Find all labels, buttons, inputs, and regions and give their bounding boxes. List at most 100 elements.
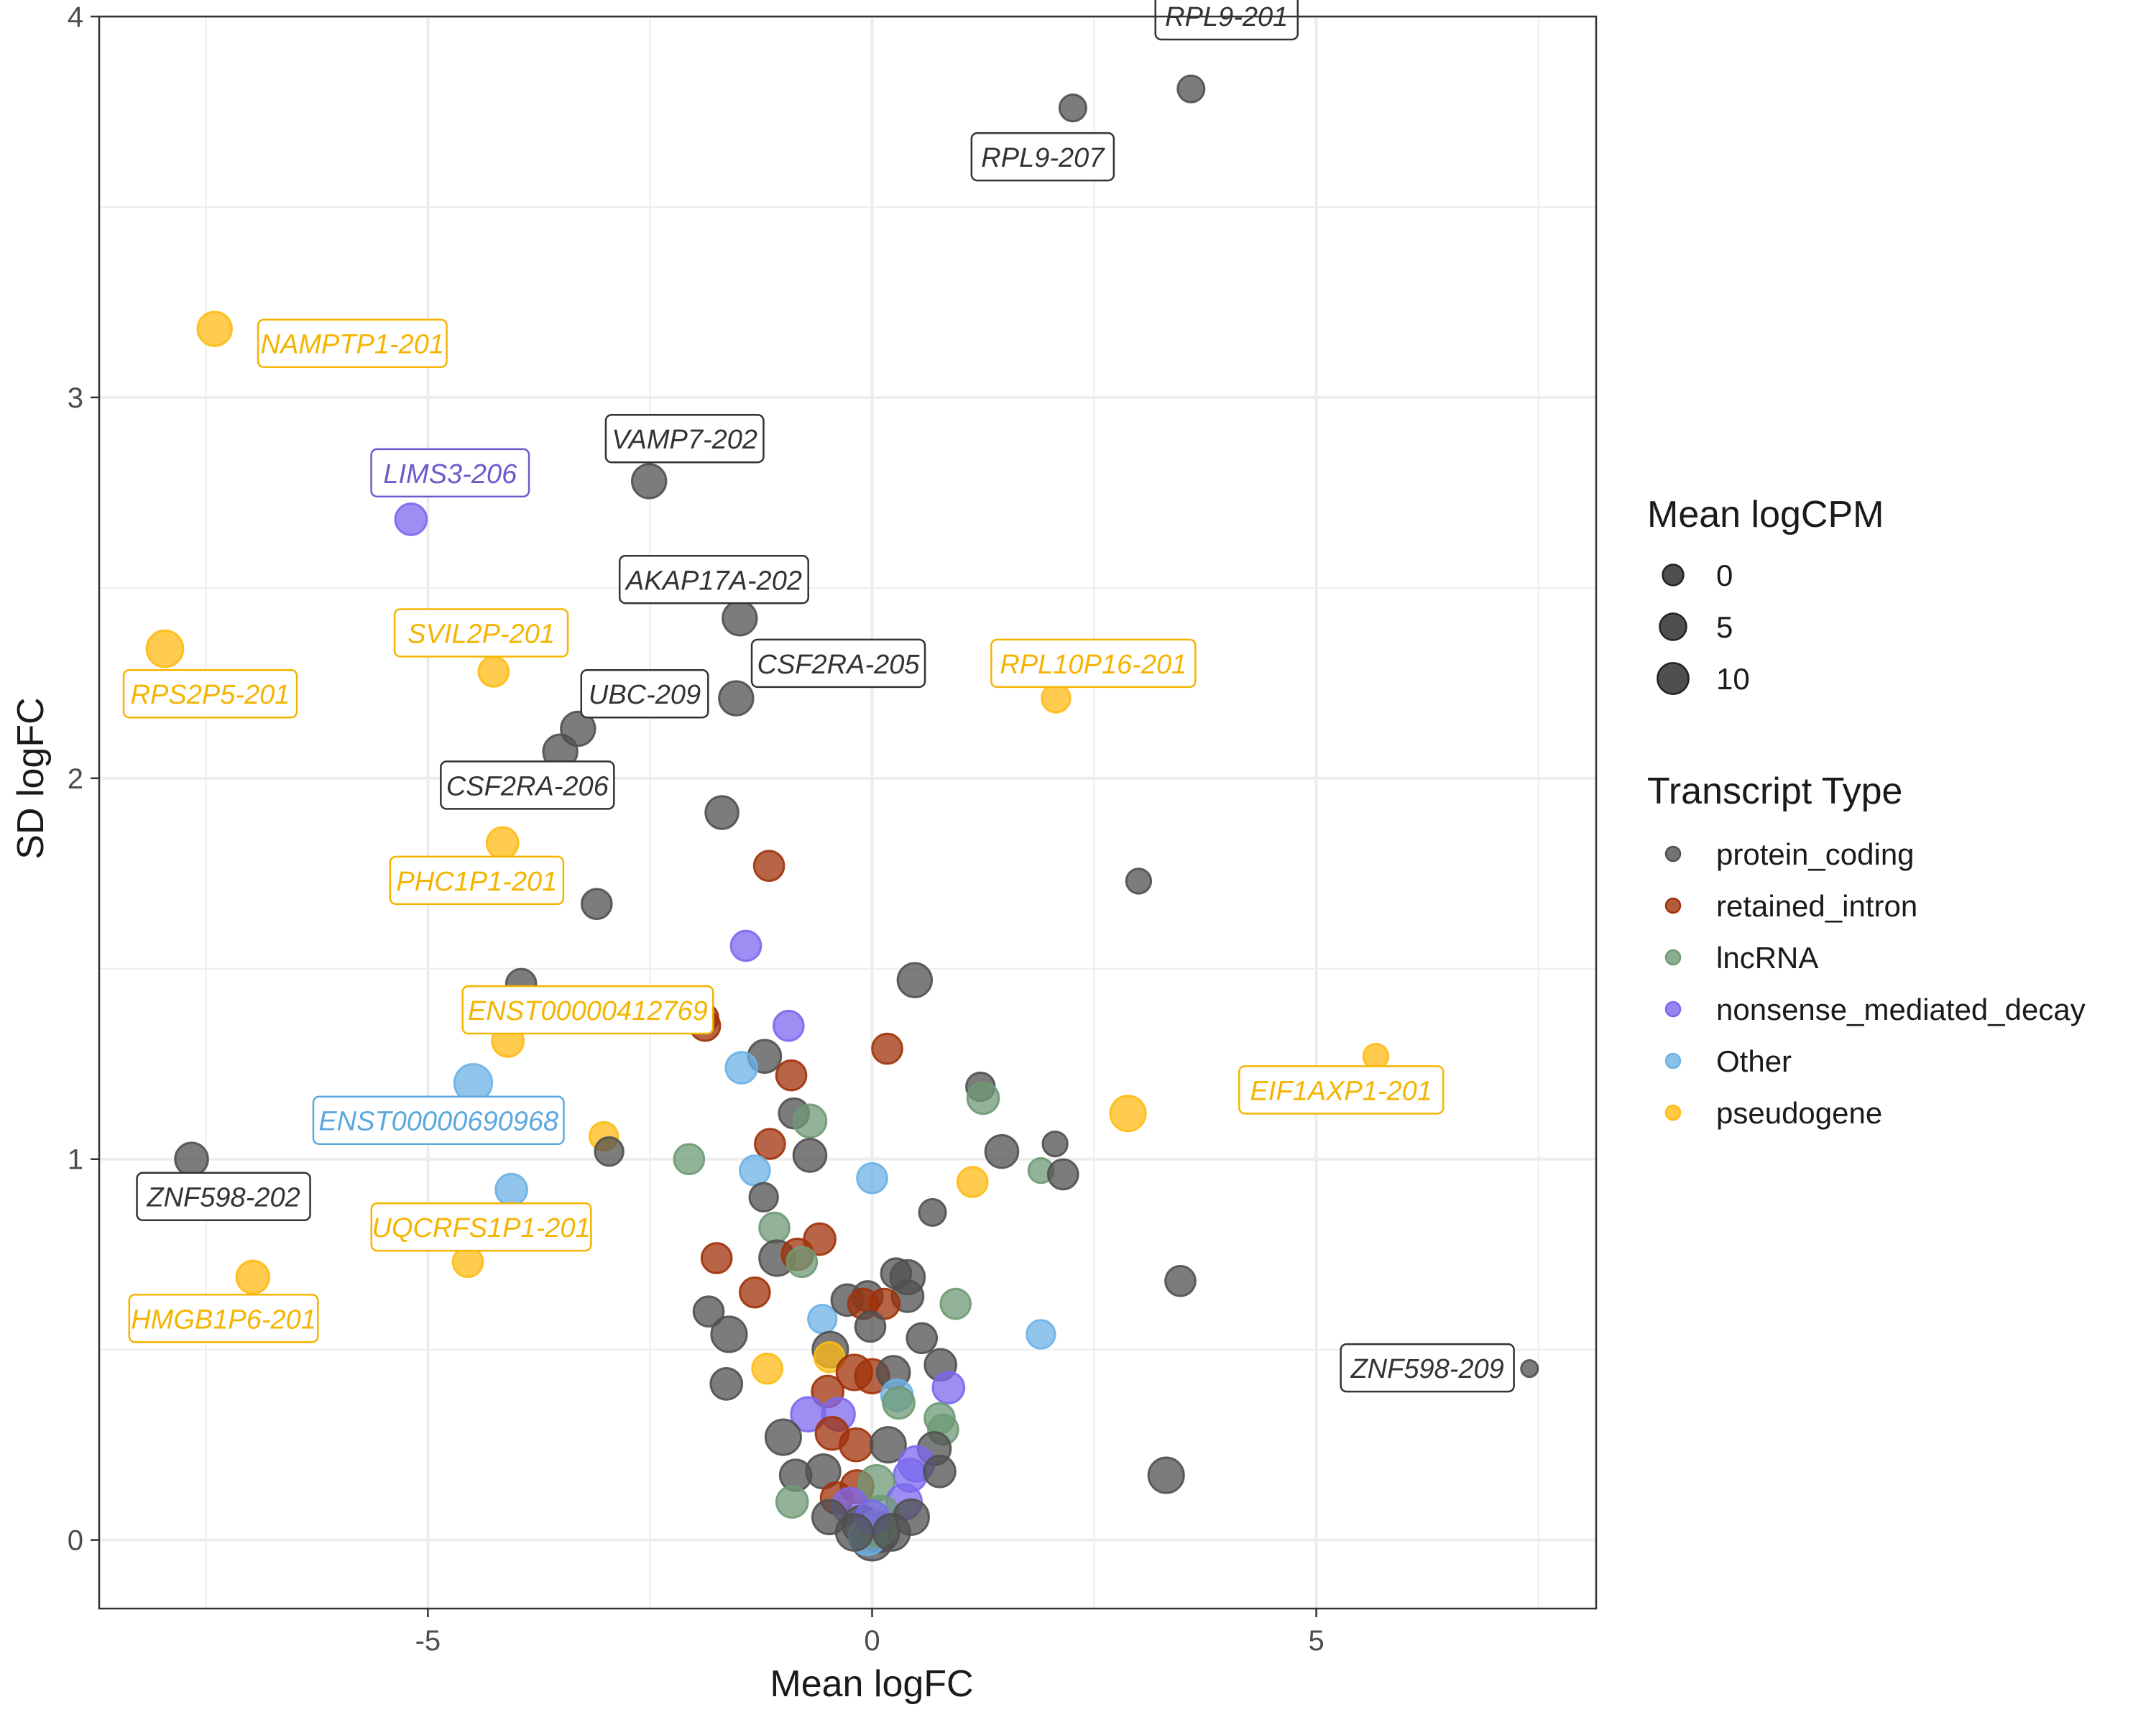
data-point [871,1032,903,1065]
point-label: AKAP17A-202 [618,555,809,604]
data-point [792,1103,828,1139]
size-legend-label: 10 [1716,662,1750,696]
data-point [775,1059,808,1092]
labeled-data-point [1176,74,1206,104]
point-label-box [389,855,565,906]
x-tick-label: -5 [415,1625,441,1657]
point-label-box [370,448,530,498]
point-label-box [750,638,926,689]
point-label: RPS2P5-201 [122,668,298,719]
point-label: ZNF598-209 [1340,1343,1515,1393]
labeled-data-point [1520,1359,1539,1379]
point-label-text: VAMP7-202 [612,425,757,455]
point-label-text: SVIL2P-201 [407,619,555,649]
data-point [700,1242,733,1274]
point-label-text: ENST00000412769 [468,996,708,1026]
data-point [931,1371,966,1404]
color-legend-label: protein_coding [1716,837,1915,871]
point-labels: RPL9-201 RPL9-207 NAMPTP1-201 VAMP7-202 LIMS… [122,0,1515,1393]
labeled-data-point [235,1259,271,1295]
color-legend-title: Transcript Type [1647,770,1902,812]
data-point [751,1352,783,1385]
legend: Mean logCPM 0 5 10 Transcript Type protein… [1647,494,2086,1130]
y-tick-label: 2 [68,763,83,795]
data-point [758,1211,791,1244]
labeled-data-point [145,629,185,668]
point-label: HMGB1P6-201 [128,1294,319,1343]
point-label-box [370,1202,592,1252]
size-legend-key [1657,662,1690,695]
point-label-box [122,668,298,719]
labeled-data-point [174,1141,209,1177]
point-label-text: UBC-209 [589,680,701,710]
data-point [1026,1319,1056,1350]
color-legend-key [1664,1000,1682,1018]
point-label: VAMP7-202 [604,413,765,464]
data-point [775,1485,809,1519]
data-point [594,1136,625,1167]
data-point [803,1222,837,1256]
point-label-box [1340,1343,1515,1393]
point-label: ZNF598-202 [136,1172,311,1221]
data-point [869,1426,907,1464]
data-point [580,888,613,920]
labeled-data-point [1362,1042,1390,1070]
color-legend-key [1664,949,1682,966]
data-point [838,1427,874,1463]
color-legend-key [1664,1052,1682,1070]
point-label-box [461,985,714,1035]
data-point [882,1386,916,1420]
point-label: NAMPTP1-201 [257,318,448,368]
data-point [1125,868,1153,895]
point-label-text: RPL10P16-201 [1000,650,1187,680]
panel-border [98,15,1598,1610]
point-label-box [1238,1065,1445,1115]
point-label-box [990,638,1197,689]
data-point [807,1304,838,1335]
color-legend-key [1664,897,1682,914]
data-point [739,1154,771,1187]
color-legend-key [1664,845,1682,862]
data-point [754,1128,786,1160]
size-legend-entries: 0 5 10 [1657,558,1750,696]
point-label: ENST00000690968 [312,1095,565,1145]
point-label: SVIL2P-201 [393,608,569,658]
point-label: EIF1AXP1-201 [1238,1065,1445,1115]
data-point [896,962,934,998]
data-point [1041,1130,1069,1158]
data-point [906,1322,939,1355]
data-point [1109,1095,1147,1133]
x-axis-title: Mean logFC [770,1663,973,1705]
point-label-text: RPS2P5-201 [131,680,290,710]
point-label-box [312,1095,565,1145]
point-label: PHC1P1-201 [389,855,565,906]
data-point [966,1081,1000,1116]
point-label: LIMS3-206 [370,448,530,498]
data-point [923,1454,957,1489]
point-label-box [393,608,569,658]
data-point [792,1138,828,1173]
point-label-text: NAMPTP1-201 [261,330,445,360]
data-point [854,1310,887,1343]
labeled-data-point [394,502,428,536]
data-point [494,1172,528,1207]
data-point [1164,1264,1197,1297]
point-label-box [440,760,615,810]
y-tick-label: 4 [68,1,83,33]
point-label-text: ENST00000690968 [318,1107,558,1137]
point-label-box [580,668,709,719]
labeled-data-point [718,680,755,717]
data-point [939,1287,972,1320]
data-point [752,850,786,883]
grid-lines [99,15,1596,1609]
y-tick-label: 0 [68,1525,83,1557]
data-point [1046,1158,1079,1191]
data-point [764,1418,802,1456]
data-point [724,1051,759,1085]
color-legend-entries: protein_coding retained_intron lncRNA nonse… [1664,837,2086,1130]
point-label-text: ZNF598-202 [146,1183,300,1213]
point-label: RPL9-201 [1154,0,1299,41]
data-point [856,1162,888,1195]
point-label: UBC-209 [580,668,709,719]
point-label: UQCRFS1P1-201 [370,1202,592,1252]
